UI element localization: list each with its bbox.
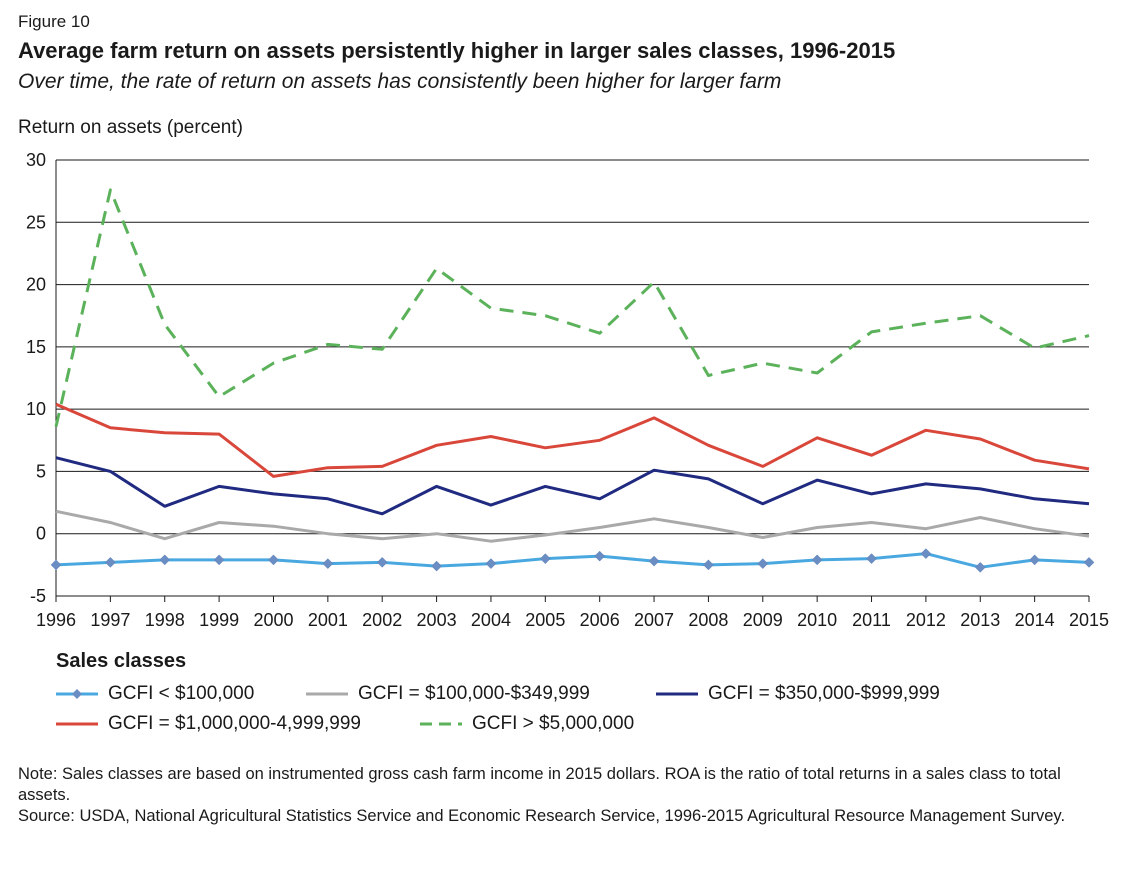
data-point-marker xyxy=(757,558,769,569)
x-tick-label: 2003 xyxy=(417,610,457,630)
y-tick-label: 0 xyxy=(36,524,46,544)
data-point-marker xyxy=(376,557,388,568)
series-line-5 xyxy=(54,188,1090,427)
legend-swatch xyxy=(420,722,462,726)
x-tick-label: 2012 xyxy=(906,610,946,630)
x-tick-label: 2013 xyxy=(960,610,1000,630)
data-point-marker xyxy=(105,557,116,568)
x-tick-label: 2001 xyxy=(308,610,348,630)
data-point-marker xyxy=(594,550,606,562)
series-line-4 xyxy=(55,402,1090,478)
series-line-1 xyxy=(55,552,1090,569)
data-point-marker xyxy=(213,554,225,566)
x-tick-label: 2014 xyxy=(1015,610,1055,630)
data-point-marker xyxy=(431,560,442,572)
x-tick-label: 2006 xyxy=(580,610,620,630)
x-tick-label: 2011 xyxy=(852,610,891,630)
x-tick-label: 2005 xyxy=(525,610,565,630)
data-point-marker xyxy=(539,553,551,564)
legend-label: GCFI = $350,000-$999,999 xyxy=(708,683,940,704)
y-axis-label: Return on assets (percent) xyxy=(18,117,243,138)
chart-title: Average farm return on assets persistent… xyxy=(18,38,896,63)
x-tick-label: 1996 xyxy=(36,610,76,630)
source-text: Source: USDA, National Agricultural Stat… xyxy=(18,807,1066,825)
data-point-marker xyxy=(50,559,62,571)
figure-label: Figure 10 xyxy=(18,12,90,31)
data-point-marker xyxy=(322,558,334,569)
data-point-marker xyxy=(811,554,823,566)
y-tick-label: 25 xyxy=(26,212,46,232)
x-tick-label: 2002 xyxy=(362,610,402,630)
x-tick-label: 2007 xyxy=(634,610,674,630)
data-point-marker xyxy=(1029,554,1040,566)
data-point-marker xyxy=(974,561,986,573)
y-tick-label: 20 xyxy=(26,275,46,295)
data-point-marker xyxy=(703,559,714,571)
gridlines xyxy=(55,159,1089,597)
legend-label: GCFI > $5,000,000 xyxy=(472,713,635,734)
chart-subtitle: Over time, the rate of return on assets … xyxy=(18,70,782,93)
y-tick-label: 15 xyxy=(26,337,46,357)
data-point-marker xyxy=(268,554,279,566)
x-tick-label: 2008 xyxy=(688,610,728,630)
x-tick-label: 2000 xyxy=(253,610,293,630)
legend-label: GCFI < $100,000 xyxy=(108,683,255,704)
legend-item-3: GCFI = $350,000-$999,999 xyxy=(656,680,940,708)
x-tick-label: 2010 xyxy=(797,610,837,630)
data-point-marker xyxy=(866,553,877,564)
series-line-3 xyxy=(55,456,1090,516)
y-axis-ticks: -5 0 5 10 15 20 25 30 xyxy=(26,150,46,606)
legend-item-2: GCFI = $100,000-$349,999 xyxy=(306,680,590,708)
series-line-2 xyxy=(55,509,1090,543)
legend-swatch xyxy=(656,692,698,696)
legend-title: Sales classes xyxy=(56,650,187,672)
series-lines xyxy=(50,188,1095,573)
x-tick-label: 1999 xyxy=(199,610,239,630)
y-tick-label: 5 xyxy=(36,461,46,481)
y-tick-label: 30 xyxy=(26,150,46,170)
x-tick-label: 1997 xyxy=(90,610,130,630)
x-tick-label: 1998 xyxy=(145,610,185,630)
data-point-marker xyxy=(485,558,497,569)
x-axis-ticks: 1996 1997 1998 1999 2000 2001 2002 2003 2004 2005… xyxy=(36,596,1109,630)
y-tick-label: 10 xyxy=(26,399,46,419)
y-tick-label: -5 xyxy=(30,586,46,606)
note-block: Note: Sales classes are based on instrum… xyxy=(18,764,1098,827)
data-point-marker xyxy=(920,548,932,559)
legend-swatch xyxy=(306,692,348,696)
data-point-marker xyxy=(648,555,660,567)
legend-swatch xyxy=(56,689,98,699)
legend-label: GCFI = $100,000-$349,999 xyxy=(358,683,590,704)
legend-item-5: GCFI > $5,000,000 xyxy=(420,710,634,738)
x-tick-label: 2015 xyxy=(1069,610,1109,630)
legend-swatch xyxy=(56,722,98,726)
legend-label: GCFI = $1,000,000-4,999,999 xyxy=(108,713,361,734)
note-text: Note: Sales classes are based on instrum… xyxy=(18,765,1061,804)
legend-item-1: GCFI < $100,000 xyxy=(56,680,254,708)
x-tick-label: 2004 xyxy=(471,610,511,630)
legend-item-4: GCFI = $1,000,000-4,999,999 xyxy=(56,710,361,738)
line-chart: -5 0 5 10 15 20 25 30 1996 1997 1998 1999 2000 2001 2… xyxy=(26,150,1109,630)
data-point-marker xyxy=(159,554,171,566)
x-tick-label: 2009 xyxy=(743,610,783,630)
data-point-marker xyxy=(1083,557,1095,568)
